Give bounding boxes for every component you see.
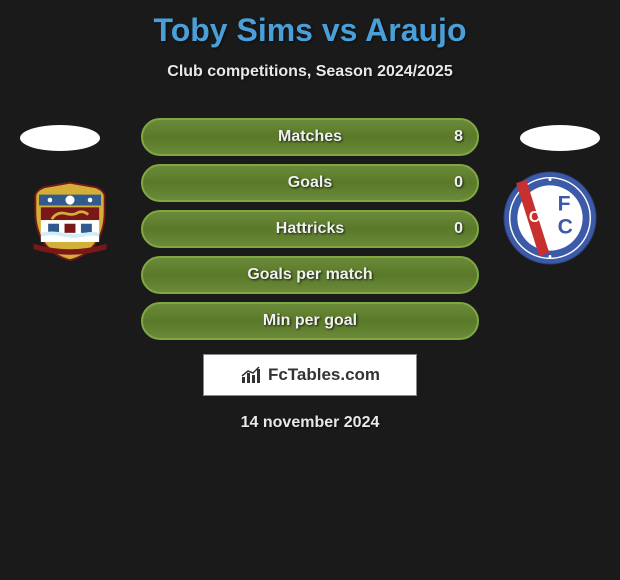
stat-label: Min per goal xyxy=(263,312,357,330)
stat-label: Goals per match xyxy=(247,266,372,284)
stat-label: Hattricks xyxy=(276,220,344,238)
stat-row-goals-per-match: Goals per match xyxy=(141,256,479,294)
page-subtitle: Club competitions, Season 2024/2025 xyxy=(0,63,620,81)
stat-value-right: 0 xyxy=(454,220,463,238)
stat-label: Goals xyxy=(288,174,332,192)
stat-row-goals: Goals 0 xyxy=(141,164,479,202)
stat-row-hattricks: Hattricks 0 xyxy=(141,210,479,248)
logo-text: FcTables.com xyxy=(268,365,380,385)
stat-label: Matches xyxy=(278,128,342,146)
stat-value-right: 0 xyxy=(454,174,463,192)
stat-value-right: 8 xyxy=(454,128,463,146)
stat-row-matches: Matches 8 xyxy=(141,118,479,156)
stat-row-min-per-goal: Min per goal xyxy=(141,302,479,340)
chart-icon xyxy=(240,366,262,384)
stats-container: Matches 8 Goals 0 Hattricks 0 Goals per … xyxy=(0,118,620,432)
date-label: 14 november 2024 xyxy=(0,414,620,432)
page-title: Toby Sims vs Araujo xyxy=(0,0,620,49)
fctables-logo[interactable]: FcTables.com xyxy=(203,354,417,396)
